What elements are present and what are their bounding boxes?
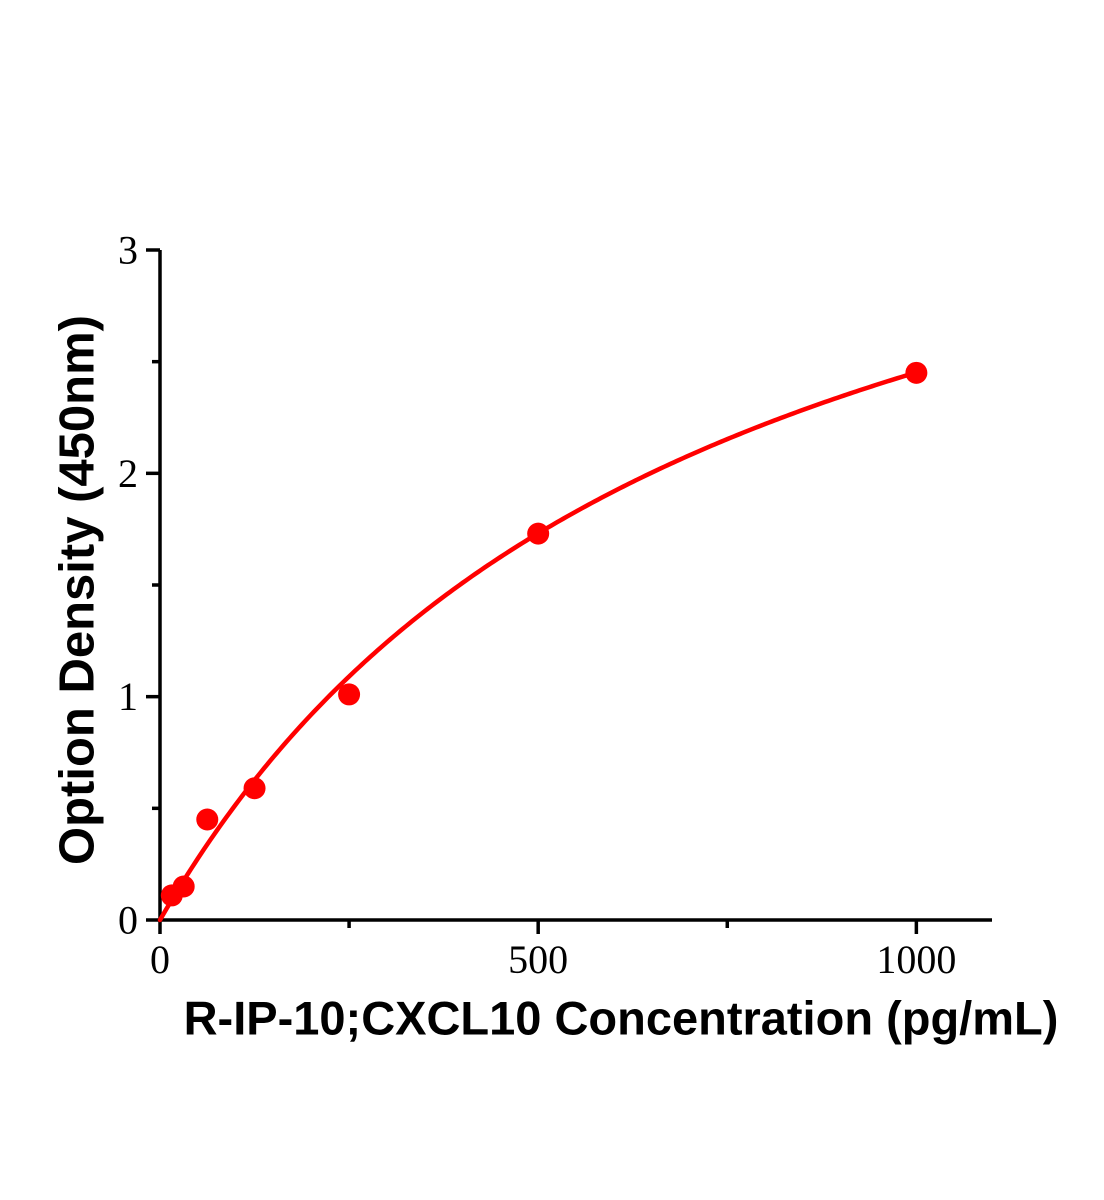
x-tick-label: 1000	[876, 937, 956, 982]
fit-curve	[157, 370, 919, 923]
x-tick-label: 500	[508, 937, 568, 982]
y-axis-title: Option Density (450nm)	[50, 315, 105, 865]
y-tick-label: 1	[118, 674, 138, 719]
data-point	[196, 808, 219, 831]
data-point	[527, 522, 550, 545]
data-point	[172, 875, 195, 898]
y-tick-label: 2	[118, 451, 138, 496]
y-tick-label: 0	[118, 898, 138, 943]
data-point	[338, 683, 361, 706]
x-tick-label: 0	[150, 937, 170, 982]
y-tick-label: 3	[118, 228, 138, 273]
x-axis-title: R-IP-10;CXCL10 Concentration (pg/mL)	[183, 991, 1059, 1045]
data-point	[243, 777, 266, 800]
data-point	[905, 361, 928, 384]
